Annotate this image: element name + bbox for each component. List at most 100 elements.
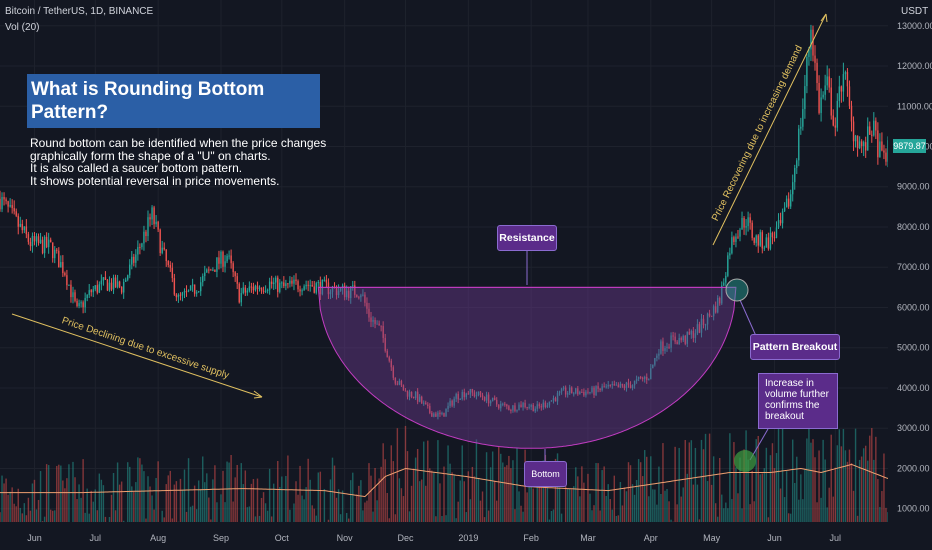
volume-bar — [700, 439, 703, 522]
description-line: It is also called a saucer bottom patter… — [30, 161, 243, 175]
candle-body — [792, 182, 794, 195]
candle-body — [639, 377, 642, 379]
candle-body — [68, 284, 70, 286]
volume-bar — [116, 462, 119, 522]
volume-bar — [348, 518, 350, 522]
volume-bar — [242, 484, 244, 522]
price-tick-label: 5000.00 — [897, 343, 930, 353]
volume-bar — [84, 512, 86, 522]
candle-body — [858, 141, 861, 149]
volume-bar — [382, 443, 384, 522]
candle-body — [692, 330, 695, 338]
candle-body — [232, 263, 234, 273]
candle-body — [808, 49, 810, 57]
volume-bar — [169, 470, 172, 522]
volume-bar — [197, 480, 200, 522]
candle-body — [222, 251, 224, 267]
candle-body — [883, 150, 885, 153]
candle-body — [317, 282, 320, 284]
volume-bar — [599, 510, 601, 522]
volume-bar — [660, 493, 662, 522]
candle-body — [29, 241, 32, 247]
volume-bar — [323, 488, 326, 522]
candle-body — [552, 398, 555, 401]
candle-body — [635, 378, 638, 381]
volume-bar — [767, 517, 770, 522]
candle-body — [236, 276, 238, 284]
volume-bar — [818, 450, 820, 522]
volume-bar — [613, 475, 616, 522]
volume-bar — [104, 516, 107, 522]
candle-body — [410, 391, 413, 397]
candle-body — [562, 387, 565, 389]
volume-bar — [479, 500, 482, 522]
volume-bar — [692, 484, 695, 522]
volume-bar — [236, 464, 238, 522]
volume-bar — [88, 513, 90, 522]
volume-bar — [181, 490, 184, 522]
volume-bar — [9, 491, 11, 522]
candle-body — [520, 404, 522, 408]
candle-body — [455, 393, 457, 399]
candle-body — [854, 135, 857, 142]
volume-bar — [832, 496, 834, 522]
candle-body — [250, 286, 253, 288]
volume-bar — [710, 484, 713, 522]
price-tick-label: 1000.00 — [897, 504, 930, 514]
volume-bar — [546, 485, 549, 522]
candle-body — [74, 292, 76, 301]
volume-bar — [704, 433, 707, 522]
candle-body — [725, 275, 727, 283]
candle-body — [350, 286, 352, 299]
candle-body — [216, 257, 218, 272]
volume-bar — [402, 496, 405, 522]
candle-body — [285, 283, 287, 287]
candle-body — [806, 56, 808, 87]
candle-body — [396, 383, 399, 385]
candle-body — [135, 254, 137, 263]
price-tick-label: 4000.00 — [897, 383, 930, 393]
volume-bar — [200, 488, 202, 522]
candle-body — [500, 403, 502, 409]
candle-body — [62, 262, 64, 274]
candle-body — [406, 390, 409, 397]
candle-body — [506, 404, 508, 407]
candle-body — [532, 404, 534, 412]
volume-bar — [698, 519, 701, 522]
volume-bar — [842, 429, 845, 522]
candle-body — [420, 396, 423, 404]
volume-bar — [31, 483, 34, 522]
volume-bar — [418, 481, 421, 522]
candle-body — [678, 338, 680, 345]
time-tick-label: Jul — [830, 533, 842, 543]
time-tick-label: Aug — [150, 533, 166, 543]
volume-bar — [352, 472, 354, 522]
volume-bar — [777, 428, 780, 522]
candle-body — [155, 221, 157, 225]
volume-bar — [836, 445, 839, 522]
volume-bar — [548, 519, 551, 522]
volume-bar — [475, 439, 478, 522]
volume-bar — [625, 491, 628, 522]
candle-body — [830, 87, 832, 116]
candle-body — [131, 256, 133, 265]
volume-bar — [463, 481, 465, 522]
volume-bar — [487, 510, 490, 522]
volume-bar — [311, 505, 313, 522]
currency-label: USDT — [901, 6, 929, 17]
volume-bar — [118, 484, 121, 522]
candle-body — [696, 324, 699, 334]
volume-bar — [666, 488, 668, 522]
candle-body — [356, 294, 358, 298]
volume-bar — [733, 442, 735, 522]
candle-body — [688, 331, 691, 335]
volume-bar — [108, 516, 111, 522]
candle-body — [159, 229, 161, 254]
candle-body — [118, 281, 121, 287]
volume-bar — [727, 508, 729, 522]
candle-body — [289, 280, 291, 284]
volume-bar — [670, 519, 672, 522]
volume-bar — [745, 430, 747, 522]
volume-bar — [279, 487, 281, 522]
